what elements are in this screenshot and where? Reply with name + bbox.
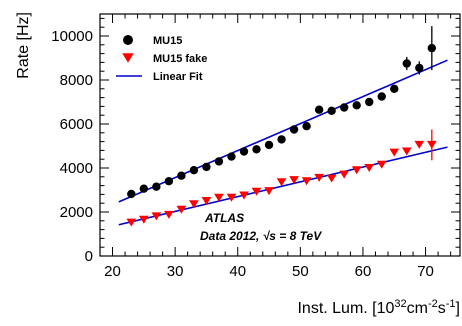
x-axis-title-part: ] [456, 300, 460, 317]
mu15-point [214, 157, 224, 166]
mu15-point [289, 125, 299, 134]
mu15-fake-point [351, 166, 362, 175]
mu15-fake-point [151, 212, 162, 221]
mu15-point [264, 140, 274, 150]
mu15-point [390, 84, 399, 94]
legend-linear-fit-label: Linear Fit [153, 71, 203, 83]
mu15-point [314, 105, 324, 114]
mu15-fake-point [201, 197, 212, 205]
mu15-fake-point [339, 170, 350, 179]
mu15-fake-point [289, 176, 299, 185]
legend-mu15-marker [123, 35, 133, 45]
mu15-point [427, 43, 437, 53]
mu15-point [164, 177, 174, 186]
mu15-point [202, 162, 211, 172]
atlas-label: ATLAS [204, 211, 244, 225]
mu15-point [177, 171, 186, 180]
mu15-point [252, 145, 261, 154]
y-tick-label: 4000 [60, 160, 93, 177]
mu15-point [415, 63, 424, 73]
x-tick-label: 70 [417, 263, 434, 280]
mu15-point [239, 147, 249, 156]
annotations: ATLAS Data 2012, √s = 8 TeV [200, 211, 322, 243]
fit-line-2 [118, 146, 448, 226]
x-axis-title: Inst. Lum. [1032cm-2s-1] [297, 298, 460, 317]
x-axis-title-superscript: -2 [428, 298, 438, 310]
mu15-fake-point [301, 177, 312, 186]
x-tick-label: 20 [104, 263, 121, 280]
mu15-fake-point [389, 148, 400, 157]
mu15-fake-point [401, 147, 412, 156]
mu15-point [365, 97, 374, 107]
mu15-fake-point [176, 205, 187, 214]
x-tick-label: 40 [229, 263, 246, 280]
mu15-point [189, 166, 199, 175]
mu15-fake-point [138, 215, 149, 224]
mu15-fake-point [276, 178, 287, 187]
mu15-point [377, 92, 386, 101]
x-tick-label: 30 [167, 263, 184, 280]
plot-frame [99, 13, 461, 257]
mu15-fake-point [326, 174, 337, 183]
y-tick-label: 8000 [60, 72, 93, 89]
fit-lines [118, 59, 448, 226]
legend-mu15-label: MU15 [153, 35, 182, 47]
mu15-point [152, 182, 161, 191]
mu15-point [352, 101, 361, 110]
mu15-fake-point [214, 193, 224, 202]
x-axis-title-superscript: -1 [446, 298, 456, 310]
x-axis-title-part: cm [407, 300, 428, 317]
mu15-fake-point [426, 140, 437, 149]
mu15-fake-point [226, 193, 237, 202]
mu15-point [277, 135, 286, 144]
data-2012-label: Data 2012, √s = 8 TeV [200, 229, 322, 243]
y-tick-label: 10000 [51, 28, 93, 45]
y-tick-label: 0 [85, 248, 93, 265]
mu15-point [139, 184, 149, 193]
x-axis-title-superscript: 32 [394, 298, 406, 310]
mu15-point [402, 59, 411, 68]
fit-line-1 [118, 59, 448, 203]
x-axis-title-part: s [438, 300, 446, 317]
mu15-point [339, 103, 349, 112]
x-tick-label: 50 [292, 263, 309, 280]
mu15-fake-point [189, 200, 199, 209]
mu15-fake-point [414, 140, 425, 149]
mu15-fake-point [376, 160, 387, 169]
mu15-fake-point [264, 187, 274, 196]
mu15-fake-point [126, 218, 137, 227]
mu15-fake-point [239, 191, 249, 200]
mu15-point [302, 122, 311, 131]
mu15-point [327, 106, 336, 116]
legend: MU15 MU15 fake Linear Fit [116, 35, 207, 83]
x-tick-label: 60 [355, 263, 372, 280]
mu15-point [227, 152, 236, 161]
mu15-fake-point [251, 187, 262, 196]
y-tick-label: 6000 [60, 116, 93, 133]
axes: 20 30 40 50 60 70 0 2000 4000 6000 8000 10000 Inst. … [15, 12, 461, 317]
x-axis-title-part: Inst. Lum. [10 [297, 300, 394, 317]
mu15-point [127, 189, 136, 199]
mu15-fake-point [314, 173, 324, 182]
legend-mu15-fake-label: MU15 fake [153, 53, 207, 65]
legend-mu15-fake-marker [122, 53, 134, 63]
y-axis-title: Rate [Hz] [15, 12, 32, 79]
data-points [126, 26, 437, 227]
y-tick-label: 2000 [60, 204, 93, 221]
mu15-fake-point [164, 210, 174, 219]
mu15-fake-point [364, 164, 375, 172]
